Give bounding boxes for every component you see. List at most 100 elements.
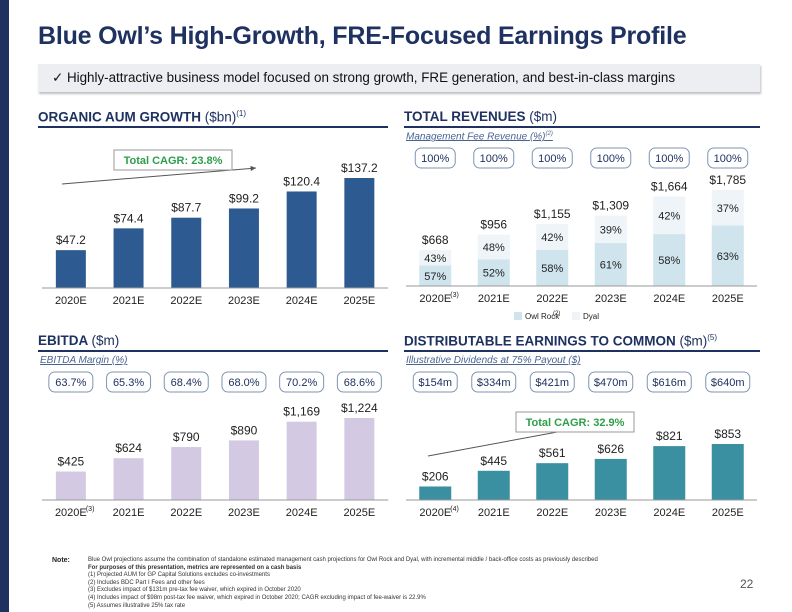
left-accent-bar [0, 0, 9, 612]
dividend-pill: $640m [706, 372, 750, 392]
page-title: Blue Owl’s High-Growth, FRE-Focused Earn… [38, 22, 686, 51]
aum-value-label: $137.2 [341, 161, 378, 175]
mgmt-fee-pill-label: 100% [714, 153, 742, 165]
ebitda-margin-pill-label: 63.7% [55, 377, 86, 389]
x-tick-footnote: (4) [450, 506, 459, 513]
mgmt-fee-pill-label: 100% [538, 153, 566, 165]
ebitda-bar [114, 458, 144, 500]
x-tick-label: 2024E [286, 507, 318, 519]
mgmt-fee-footnote-ref: (2) [546, 131, 553, 137]
revenue-unit: ($m) [529, 109, 557, 124]
x-tick-label: 2022E [536, 293, 568, 305]
x-tick-label: 2023E [595, 507, 627, 519]
ebitda-margin-pill: 68.6% [337, 372, 381, 392]
x-tick-footnote: (3) [86, 506, 95, 513]
de-bar [595, 459, 627, 500]
ebitda-value-label: $890 [231, 423, 258, 437]
dividend-pill-label: $616m [652, 377, 686, 389]
aum-chart: $47.2 $74.4 $87.7 $99.2 $120.4 $137.2 2020E 202… [38, 140, 388, 315]
revenue-section-rule [404, 126, 760, 128]
aum-bar [114, 228, 144, 288]
aum-bar [56, 250, 86, 288]
ebitda-margin-pill-label: 70.2% [286, 377, 317, 389]
mgmt-fee-pill: 100% [474, 148, 514, 168]
x-tick-label: 2022E [170, 295, 202, 307]
note-line: (2) Includes BDC Part I Fees and other f… [88, 580, 708, 588]
mgmt-fee-pill: 100% [532, 148, 572, 168]
legend-owl-rock-footnote: (2) [553, 311, 560, 317]
mgmt-fee-pill-label: 100% [421, 153, 449, 165]
x-tick-label: 2020E [419, 507, 451, 519]
x-tick-label: 2024E [653, 507, 685, 519]
x-tick-label: 2023E [228, 507, 260, 519]
banner-text: ✓ Highly-attractive business model focus… [52, 70, 675, 86]
x-tick-label: 2020E [55, 295, 87, 307]
note-line: Blue Owl projections assume the combinat… [88, 557, 708, 565]
ebitda-margin-pill: 70.2% [280, 372, 324, 392]
de-section-title: DISTRIBUTABLE EARNINGS TO COMMON ($m)(5) [404, 333, 717, 349]
x-tick-label: 2021E [113, 295, 145, 307]
ebitda-margin-pill-label: 65.3% [113, 377, 144, 389]
aum-bar [344, 178, 374, 288]
note-label: Note: [52, 557, 70, 564]
note-line: (3) Excludes impact of $131m pre-tax fee… [88, 587, 708, 595]
note-line: (5) Assumes illustrative 25% tax rate [88, 603, 708, 611]
legend-owl-rock-swatch [514, 312, 522, 320]
revenue-value-label: $668 [422, 233, 449, 247]
de-section-rule [404, 350, 760, 352]
mgmt-fee-pill: 100% [708, 148, 748, 168]
x-tick-label: 2021E [478, 293, 510, 305]
x-tick-label: 2023E [595, 293, 627, 305]
dyal-pct-label: 42% [541, 232, 563, 244]
x-tick-label: 2021E [113, 507, 145, 519]
mgmt-fee-pill: 100% [649, 148, 689, 168]
x-tick-label: 2025E [343, 507, 375, 519]
de-chart: $154m $334m $421m $470m $616m $640m $206 $445 $5… [404, 364, 760, 524]
dividend-pill-label: $470m [594, 377, 628, 389]
de-title: DISTRIBUTABLE EARNINGS TO COMMON [404, 334, 676, 349]
aum-section-rule [38, 126, 388, 128]
owl-rock-pct-label: 63% [717, 251, 739, 263]
de-bar [712, 444, 744, 500]
ebitda-value-label: $624 [115, 441, 142, 455]
revenue-value-label: $956 [480, 218, 507, 232]
dyal-pct-label: 42% [658, 210, 680, 222]
dividend-pill: $154m [413, 372, 457, 392]
aum-bar [287, 191, 317, 288]
dyal-pct-label: 37% [717, 203, 739, 215]
revenue-value-label: $1,664 [651, 180, 688, 194]
x-tick-label: 2021E [478, 507, 510, 519]
note-line: (4) Includes impact of $98m post-tax fee… [88, 595, 708, 603]
note-body: Blue Owl projections assume the combinat… [88, 557, 708, 610]
note-line: (1) Projected AUM for GP Capital Solutio… [88, 572, 708, 580]
ebitda-bar [56, 472, 86, 500]
x-tick-label: 2025E [712, 293, 744, 305]
revenue-legend: Owl Rock(2) Dyal [514, 311, 599, 321]
note-line: For purposes of this presentation, metri… [88, 565, 708, 573]
dividend-pill-label: $334m [477, 377, 511, 389]
aum-section-title: ORGANIC AUM GROWTH ($bn)(1) [38, 109, 246, 125]
ebitda-bar [344, 418, 374, 500]
aum-unit: ($bn) [205, 110, 237, 125]
ebitda-bar [287, 422, 317, 500]
aum-footnote-ref: (1) [236, 109, 246, 118]
ebitda-margin-pill-label: 68.0% [228, 377, 259, 389]
revenue-section-title: TOTAL REVENUES ($m) [404, 109, 557, 124]
x-tick-footnote: (3) [450, 292, 459, 299]
owl-rock-pct-label: 58% [658, 255, 680, 267]
aum-cagr: Total CAGR: 23.8% [62, 150, 256, 184]
x-tick-label: 2024E [653, 293, 685, 305]
aum-cagr-arrow-head [250, 166, 256, 171]
revenue-value-label: $1,785 [709, 173, 746, 187]
aum-value-label: $120.4 [283, 174, 320, 188]
owl-rock-pct-label: 57% [424, 271, 446, 283]
aum-value-label: $47.2 [56, 233, 86, 247]
aum-bar [229, 208, 259, 288]
de-bar [653, 446, 685, 500]
ebitda-margin-pill-label: 68.6% [344, 377, 375, 389]
ebitda-chart: 63.7% 65.3% 68.4% 68.0% 70.2% 68.6%$425$624$7… [38, 364, 388, 524]
x-tick-label: 2025E [712, 507, 744, 519]
ebitda-bar [229, 440, 259, 500]
highlight-banner: ✓ Highly-attractive business model focus… [38, 64, 760, 92]
dyal-pct-label: 39% [600, 224, 622, 236]
